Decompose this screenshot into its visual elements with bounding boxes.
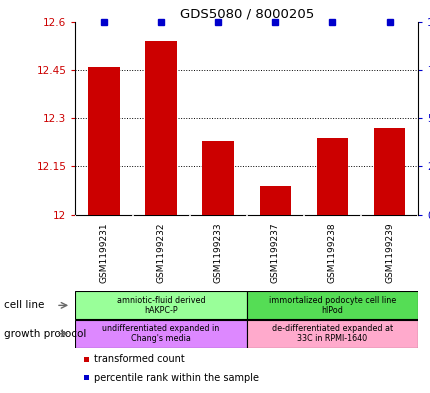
Text: percentile rank within the sample: percentile rank within the sample (93, 373, 258, 382)
Bar (259, 185, 290, 215)
Bar (316, 138, 347, 215)
Text: GSM1199239: GSM1199239 (384, 222, 393, 283)
Bar (88, 67, 120, 215)
Text: amniotic-fluid derived
hAKPC-P: amniotic-fluid derived hAKPC-P (117, 296, 205, 315)
Text: de-differentiated expanded at
33C in RPMI-1640: de-differentiated expanded at 33C in RPM… (271, 324, 392, 343)
Text: GSM1199238: GSM1199238 (327, 222, 336, 283)
Text: growth protocol: growth protocol (4, 329, 86, 339)
Bar (84, 357, 89, 362)
Text: undifferentiated expanded in
Chang's media: undifferentiated expanded in Chang's med… (102, 324, 219, 343)
FancyBboxPatch shape (75, 320, 246, 347)
Text: cell line: cell line (4, 300, 45, 310)
Title: GDS5080 / 8000205: GDS5080 / 8000205 (179, 8, 313, 21)
FancyBboxPatch shape (246, 292, 417, 319)
Text: transformed count: transformed count (93, 354, 184, 364)
Bar (202, 141, 233, 215)
Text: GSM1199232: GSM1199232 (156, 223, 165, 283)
Bar (145, 41, 176, 215)
Text: GSM1199231: GSM1199231 (99, 222, 108, 283)
Bar (84, 375, 89, 380)
Text: GSM1199233: GSM1199233 (213, 222, 222, 283)
Text: immortalized podocyte cell line
hIPod: immortalized podocyte cell line hIPod (268, 296, 395, 315)
Bar (373, 128, 404, 215)
FancyBboxPatch shape (75, 292, 246, 319)
FancyBboxPatch shape (246, 320, 417, 347)
Text: GSM1199237: GSM1199237 (270, 222, 279, 283)
